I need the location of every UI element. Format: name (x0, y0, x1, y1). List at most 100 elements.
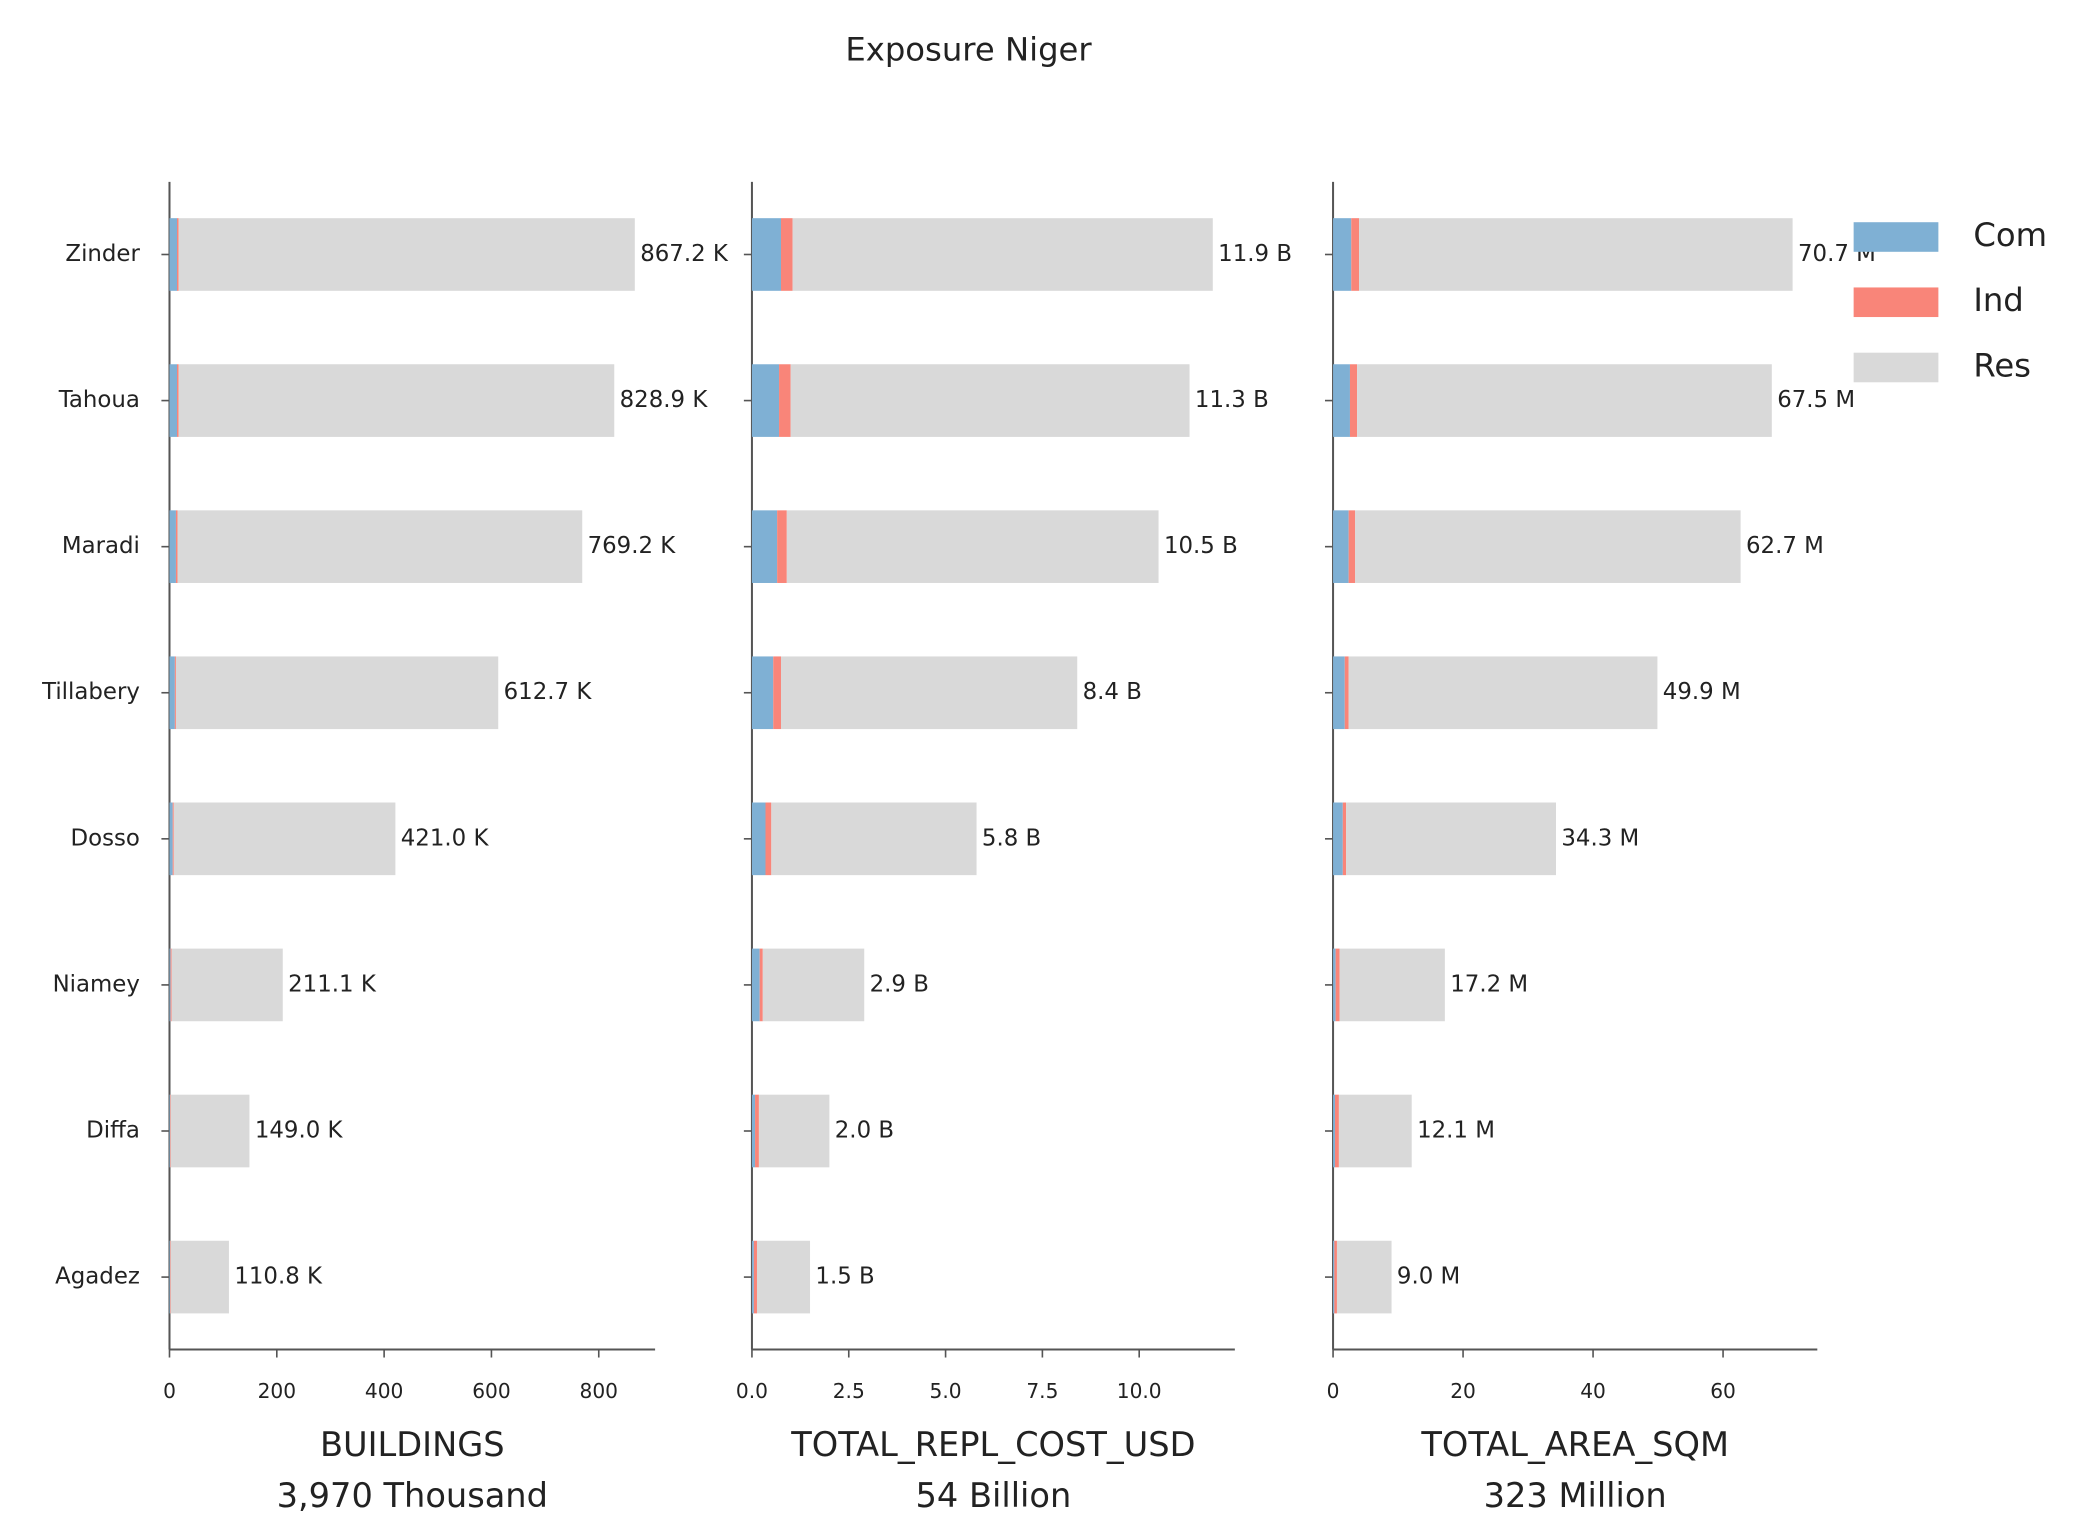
value-label: 12.1 M (1417, 1118, 1495, 1144)
bar-segment (170, 1240, 171, 1314)
bar-segment (174, 656, 176, 730)
bar-segment (1335, 1094, 1339, 1168)
value-label: 67.5 M (1777, 387, 1855, 413)
bar-segment (175, 656, 499, 730)
bar-segment (1344, 656, 1349, 730)
bar-segment (169, 948, 171, 1022)
bar-segment (756, 1240, 811, 1314)
value-label: 10.5 B (1164, 533, 1238, 559)
bar-segment (765, 802, 772, 876)
value-label: 17.2 M (1450, 971, 1528, 997)
bar-segment (1342, 802, 1347, 876)
x-tick-label: 40 (1580, 1379, 1606, 1403)
y-tick-label: Zinder (65, 241, 140, 267)
value-label: 2.9 B (870, 971, 929, 997)
x-tick-label: 20 (1450, 1379, 1476, 1403)
bar-segment (177, 364, 179, 437)
bar-segment (751, 656, 774, 730)
x-axis-label: 54 Billion (916, 1476, 1072, 1515)
bar-segment (177, 218, 179, 291)
value-label: 49.9 M (1663, 679, 1741, 705)
bar-segment (171, 948, 283, 1022)
value-label: 867.2 K (640, 241, 729, 267)
x-axis-label: 323 Million (1484, 1476, 1667, 1515)
bar-segment (751, 218, 781, 291)
bar-segment (1346, 802, 1557, 876)
bar-segment (1334, 1240, 1337, 1314)
value-label: 11.9 B (1218, 241, 1292, 267)
bar-segment (751, 1240, 754, 1314)
bar-segment (1355, 510, 1741, 583)
bar-segment (1351, 218, 1360, 291)
bar-segment (178, 364, 615, 437)
bar-segment (751, 510, 778, 583)
x-tick-label: 2.5 (833, 1379, 865, 1403)
value-label: 612.7 K (504, 679, 593, 705)
bar-segment (1333, 510, 1349, 583)
bar-segment (1349, 364, 1358, 437)
bar-segment (169, 510, 176, 583)
bar-segment (1348, 656, 1658, 730)
bar-segment (780, 218, 793, 291)
x-tick-label: 0 (163, 1379, 176, 1403)
y-tick-label: Niamey (53, 971, 140, 997)
value-label: 769.2 K (588, 533, 677, 559)
bar-segment (1339, 948, 1445, 1022)
x-tick-label: 400 (365, 1379, 403, 1403)
bar-segment (771, 802, 977, 876)
bar-segment (170, 1240, 229, 1314)
value-label: 828.9 K (620, 387, 709, 413)
bar-segment (773, 656, 781, 730)
value-label: 421.0 K (401, 825, 490, 851)
bar-segment (177, 510, 583, 583)
bar-segment (762, 948, 865, 1022)
x-tick-label: 600 (472, 1379, 510, 1403)
legend-label: Res (1973, 346, 2031, 384)
bar-segment (1338, 1094, 1412, 1168)
value-label: 34.3 M (1561, 825, 1639, 851)
bar-segment (1336, 1240, 1392, 1314)
y-tick-label: Agadez (55, 1264, 140, 1290)
value-label: 5.8 B (982, 825, 1041, 851)
x-tick-label: 5.0 (930, 1379, 962, 1403)
bar-segment (792, 218, 1213, 291)
legend-swatch (1853, 222, 1939, 252)
value-label: 2.0 B (835, 1118, 894, 1144)
value-label: 8.4 B (1083, 679, 1142, 705)
bar-segment (790, 364, 1190, 437)
bar-segment (1333, 364, 1350, 437)
bar-segment (780, 656, 1078, 730)
value-label: 11.3 B (1195, 387, 1269, 413)
value-label: 110.8 K (234, 1264, 323, 1290)
bar-segment (1348, 510, 1356, 583)
bar-segment (169, 1240, 171, 1314)
legend-swatch (1853, 352, 1939, 383)
y-tick-label: Dosso (70, 825, 139, 851)
bar-segment (759, 948, 763, 1022)
legend-label: Ind (1973, 281, 2023, 319)
bar-segment (779, 364, 791, 437)
bar-segment (1333, 1094, 1336, 1168)
bar-segment (751, 948, 760, 1022)
bar-segment (172, 802, 174, 876)
bar-segment (169, 218, 178, 291)
bar-segment (169, 364, 178, 437)
bar-segment (777, 510, 787, 583)
x-axis-label: TOTAL_REPL_COST_USD (790, 1425, 1195, 1464)
bar-segment (170, 1094, 250, 1168)
y-tick-label: Tahoua (58, 387, 140, 413)
bar-segment (178, 218, 635, 291)
bar-segment (170, 948, 172, 1022)
bar-segment (758, 1094, 830, 1168)
x-axis-label: TOTAL_AREA_SQM (1420, 1425, 1729, 1464)
bar-segment (1333, 218, 1352, 291)
bar-segment (786, 510, 1159, 583)
x-tick-label: 7.5 (1026, 1379, 1058, 1403)
y-tick-label: Maradi (62, 533, 140, 559)
bar-segment (1333, 1240, 1335, 1314)
bar-segment (169, 802, 173, 876)
bar-segment (169, 1094, 171, 1168)
chart-title: Exposure Niger (845, 30, 1092, 68)
value-label: 62.7 M (1746, 533, 1824, 559)
